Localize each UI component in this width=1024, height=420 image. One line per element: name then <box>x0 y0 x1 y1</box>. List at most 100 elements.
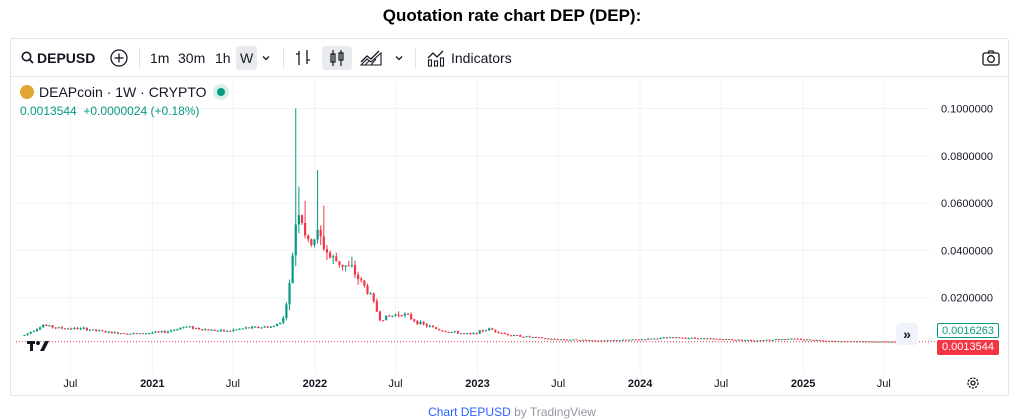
candle-body <box>671 337 675 339</box>
candle-body <box>135 333 138 335</box>
candle-body <box>703 338 706 340</box>
scroll-to-realtime-button[interactable]: » <box>896 323 918 345</box>
candle-body <box>251 326 254 329</box>
candle-body <box>865 341 868 343</box>
x-tick-label: Jul <box>877 378 891 390</box>
legend-change: +0.0000024 (+0.18%) <box>83 104 200 118</box>
timeframe-1m[interactable]: 1m <box>150 50 170 66</box>
candle-body <box>628 339 631 341</box>
candle-body <box>232 329 235 331</box>
candle-body <box>484 330 488 332</box>
candle-body <box>438 328 441 331</box>
chevron-down-icon <box>262 56 270 61</box>
candle-body <box>304 223 307 236</box>
timeframe-w[interactable]: W <box>236 46 258 70</box>
timeframe-1h[interactable]: 1h <box>215 50 231 66</box>
candle-body <box>643 339 647 341</box>
candle-body <box>347 265 350 267</box>
candle-body <box>569 339 572 341</box>
chart-link[interactable]: Chart DEPUSD <box>428 405 511 419</box>
x-tick-label: 2021 <box>140 378 164 390</box>
candle-body <box>338 261 341 265</box>
candle-body <box>855 341 859 343</box>
candle-body <box>715 338 718 340</box>
indicators-button[interactable]: Indicators <box>426 46 512 70</box>
candle-body <box>581 339 584 341</box>
candle-body <box>319 229 322 237</box>
area-style-button[interactable] <box>359 46 383 70</box>
candle-body <box>422 321 425 325</box>
candle-body <box>163 331 166 333</box>
candle-body <box>148 333 151 335</box>
candle-body <box>790 338 793 340</box>
candle-body <box>403 313 406 316</box>
candle-body <box>272 326 276 328</box>
candle-body <box>194 327 198 329</box>
chart-footer: Chart DEPUSD by TradingView <box>0 405 1024 419</box>
snapshot-button[interactable] <box>981 46 1001 70</box>
candle-body <box>54 327 57 329</box>
candle-body <box>353 264 357 275</box>
candle-body <box>556 339 559 341</box>
legend-price: 0.0013544 <box>20 104 77 118</box>
candle-body <box>516 334 519 336</box>
settings-button[interactable] <box>966 376 980 395</box>
timeframe-dropdown[interactable] <box>261 46 271 70</box>
candle-body <box>525 336 528 338</box>
candle-body <box>706 338 709 340</box>
candle-body <box>257 326 260 328</box>
footer-by: by TradingView <box>514 405 596 419</box>
candle-body <box>653 338 656 340</box>
candle-body <box>519 335 522 337</box>
indicators-icon <box>427 50 445 67</box>
area-chart-icon <box>359 50 382 66</box>
candle-body <box>859 341 862 343</box>
candle-body <box>366 285 369 294</box>
candle-body <box>204 329 207 331</box>
candle-body <box>459 333 463 335</box>
candle-body <box>675 337 678 339</box>
candle-body <box>79 328 82 330</box>
candle-body <box>877 341 880 343</box>
compare-add-button[interactable] <box>109 46 131 70</box>
candle-body <box>650 338 653 340</box>
bar-style-button[interactable] <box>294 46 312 70</box>
candles-style-button[interactable] <box>322 46 352 70</box>
candle-body <box>300 215 304 224</box>
candle-body <box>63 328 67 330</box>
style-dropdown[interactable] <box>394 46 404 70</box>
candle-body <box>57 327 60 329</box>
candle-body <box>263 326 266 328</box>
candle-body <box>341 264 344 267</box>
candle-body <box>51 325 54 328</box>
timeframe-30m[interactable]: 30m <box>178 50 206 66</box>
candle-body <box>734 339 737 341</box>
candle-body <box>391 315 394 317</box>
candle-body <box>191 326 194 329</box>
candle-body <box>696 338 700 340</box>
candle-body <box>397 314 400 316</box>
candle-body <box>824 340 827 342</box>
x-tick-label: 2024 <box>628 378 653 390</box>
candle-body <box>35 329 39 331</box>
candle-body <box>275 323 279 327</box>
candle-body <box>534 337 537 339</box>
candle-body <box>562 339 566 341</box>
symbol-search[interactable]: DEPUSD <box>21 46 95 70</box>
candle-body <box>631 339 634 341</box>
candle-body <box>310 239 313 246</box>
chart-widget: DEPUSD 1m 30m 1h W <box>10 38 1009 396</box>
candle-body <box>868 341 871 343</box>
candle-body <box>749 340 753 342</box>
candle-body <box>684 337 687 339</box>
candle-body <box>101 330 104 332</box>
price-chart[interactable]: 0.1000000 0.0800000 0.0600000 0.0400000 0.02… <box>11 39 1008 395</box>
x-tick-label: Jul <box>63 378 77 390</box>
candle-body <box>721 339 725 341</box>
candle-body <box>67 328 70 330</box>
candle-body <box>406 313 410 315</box>
candle-body <box>126 333 129 335</box>
tradingview-logo-icon[interactable] <box>27 339 53 355</box>
candle-body <box>793 338 796 340</box>
candle-body <box>512 334 516 336</box>
